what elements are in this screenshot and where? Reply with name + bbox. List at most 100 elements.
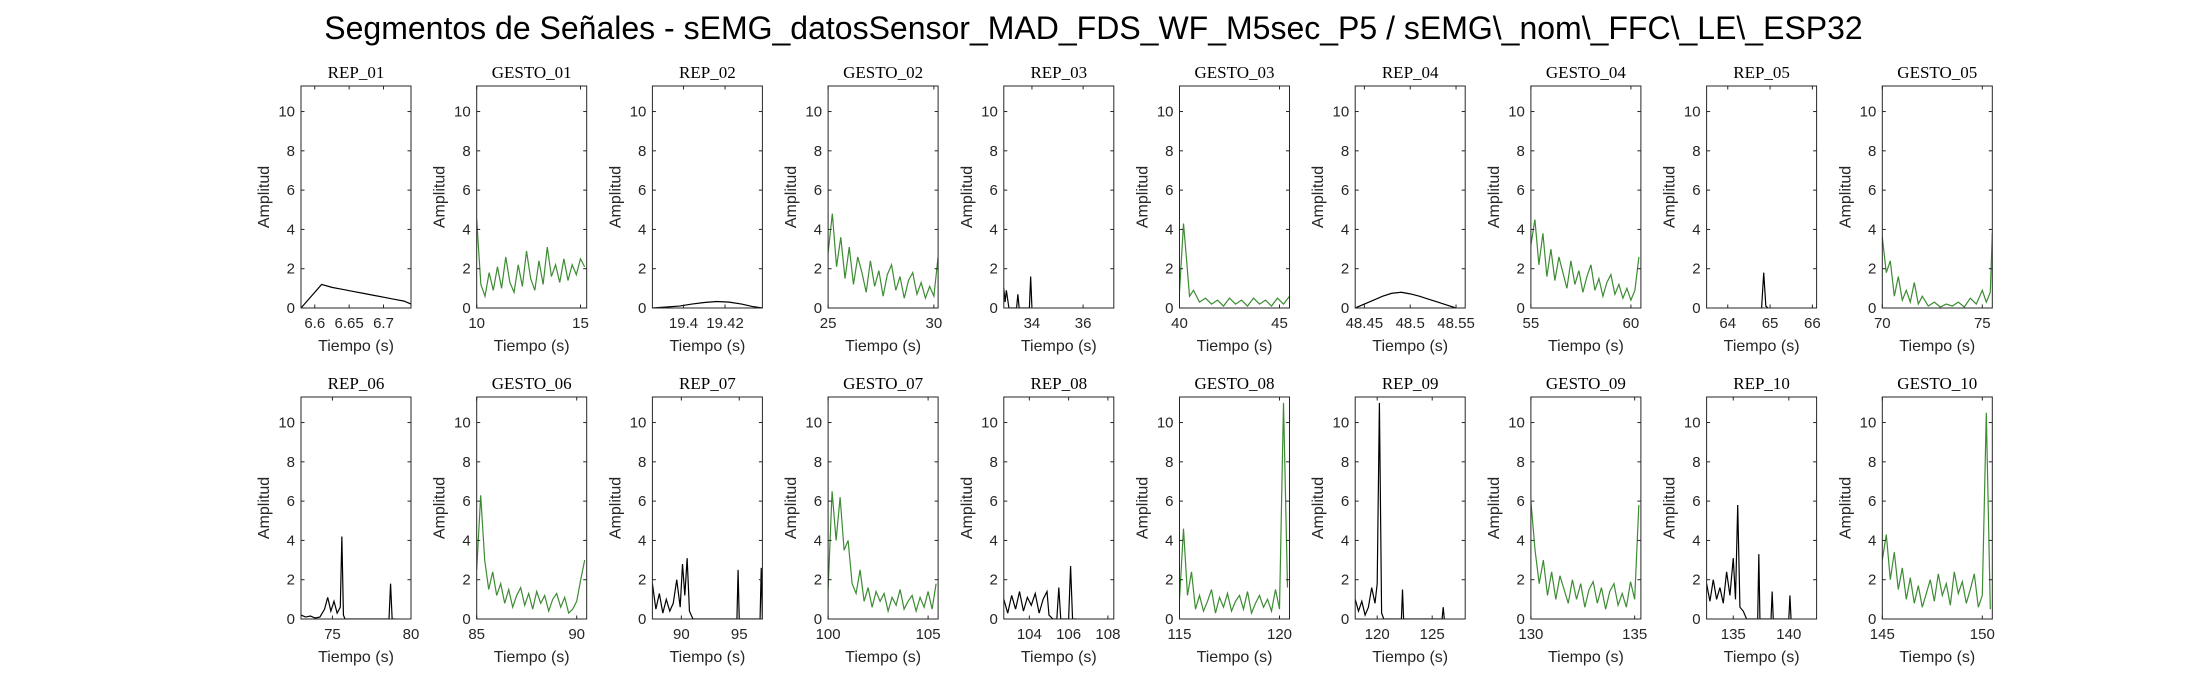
y-axis-label: Amplitud xyxy=(783,477,800,539)
x-axis-label: Tiempo (s) xyxy=(1197,338,1273,355)
axes-box xyxy=(1881,396,1993,620)
y-axis-label: Amplitud xyxy=(1486,477,1503,539)
y-tick-label: 4 xyxy=(638,532,646,549)
axes-box xyxy=(827,85,939,309)
y-tick-label: 0 xyxy=(1165,300,1173,317)
axes-box xyxy=(827,396,939,620)
x-tick-label: 25 xyxy=(820,315,837,332)
subplot-title: GESTO_03 xyxy=(1195,63,1275,82)
y-tick-label: 10 xyxy=(981,415,998,432)
subplot-rep-03: 0 2 4 6 8 10 34 36 REP_03 Tiempo (s) Amplitud xyxy=(959,63,1115,355)
x-axis-label: Tiempo (s) xyxy=(494,338,570,355)
x-axis-label: Tiempo (s) xyxy=(1548,649,1624,666)
axes-box xyxy=(1179,396,1290,620)
subplot-rep-01: 0 2 4 6 8 10 6.6 6.65 6.7 REP_01 Tiempo (s) Amplitu… xyxy=(256,63,412,355)
y-tick-label: 6 xyxy=(1165,182,1173,199)
y-tick-label: 4 xyxy=(814,532,822,549)
y-tick-label: 6 xyxy=(462,182,470,199)
x-tick-label: 36 xyxy=(1075,315,1092,332)
series-line xyxy=(1882,412,1991,610)
y-tick-label: 10 xyxy=(805,415,822,432)
axes-box xyxy=(1530,85,1642,309)
series-line xyxy=(301,536,396,619)
subplot-title: GESTO_02 xyxy=(843,63,923,82)
series-line xyxy=(828,213,939,301)
y-tick-label: 2 xyxy=(814,572,822,589)
x-tick-label: 48.45 xyxy=(1346,315,1384,332)
y-tick-label: 8 xyxy=(462,454,470,471)
subplot-rep-06: 0 2 4 6 8 10 75 80 REP_06 Tiempo (s) Amplitud xyxy=(256,374,419,666)
series-line xyxy=(1179,402,1289,616)
y-tick-label: 8 xyxy=(1692,454,1700,471)
y-axis-label: Amplitud xyxy=(959,477,976,539)
y-tick-label: 6 xyxy=(814,493,822,510)
x-axis-label: Tiempo (s) xyxy=(845,338,921,355)
subplot-title: GESTO_05 xyxy=(1897,63,1977,82)
y-tick-label: 10 xyxy=(1157,104,1174,121)
subplot-title: REP_07 xyxy=(679,374,736,393)
y-tick-label: 2 xyxy=(462,572,470,589)
y-axis-label: Amplitud xyxy=(432,477,449,539)
y-tick-label: 4 xyxy=(1341,221,1349,238)
series-line xyxy=(828,491,937,614)
y-tick-label: 8 xyxy=(1517,454,1525,471)
x-axis-label: Tiempo (s) xyxy=(1724,649,1800,666)
series-line xyxy=(1530,501,1640,610)
y-tick-label: 4 xyxy=(287,532,295,549)
x-tick-label: 19.4 xyxy=(669,315,698,332)
y-tick-label: 0 xyxy=(814,300,822,317)
x-axis-label: Tiempo (s) xyxy=(494,649,570,666)
y-tick-label: 0 xyxy=(1692,300,1700,317)
subplot-title: REP_10 xyxy=(1733,374,1790,393)
y-tick-label: 0 xyxy=(287,300,295,317)
y-tick-label: 10 xyxy=(1157,415,1174,432)
x-axis-label: Tiempo (s) xyxy=(669,338,745,355)
y-axis-label: Amplitud xyxy=(256,166,273,228)
y-tick-label: 8 xyxy=(989,454,997,471)
x-tick-label: 90 xyxy=(568,626,585,643)
subplot-gesto-10: 0 2 4 6 8 10 145 150 GESTO_10 Tiempo (s) Amplitud xyxy=(1837,374,1995,666)
y-tick-label: 8 xyxy=(287,143,295,160)
series-line xyxy=(1882,233,1993,308)
subplot-title: GESTO_06 xyxy=(492,374,572,393)
y-axis-label: Amplitud xyxy=(607,166,624,228)
axes-box xyxy=(1706,396,1818,620)
y-tick-label: 8 xyxy=(814,143,822,160)
x-axis-label: Tiempo (s) xyxy=(1899,649,1975,666)
y-tick-label: 6 xyxy=(1517,182,1525,199)
series-line xyxy=(1179,223,1290,307)
y-tick-label: 8 xyxy=(1868,143,1876,160)
y-tick-label: 4 xyxy=(814,221,822,238)
y-tick-label: 0 xyxy=(814,611,822,628)
x-tick-label: 19.42 xyxy=(706,315,744,332)
y-tick-label: 4 xyxy=(462,532,470,549)
y-tick-label: 2 xyxy=(1868,261,1876,278)
x-axis-label: Tiempo (s) xyxy=(1899,338,1975,355)
y-tick-label: 2 xyxy=(1868,572,1876,589)
subplot-title: REP_01 xyxy=(328,63,385,82)
x-axis-label: Tiempo (s) xyxy=(1548,338,1624,355)
x-tick-label: 90 xyxy=(673,626,690,643)
axes-box xyxy=(300,396,412,620)
subplot-gesto-06: 0 2 4 6 8 10 85 90 GESTO_06 Tiempo (s) Amplitud xyxy=(432,374,588,666)
y-tick-label: 0 xyxy=(989,300,997,317)
y-tick-label: 2 xyxy=(638,261,646,278)
axes-box xyxy=(1706,85,1818,309)
y-tick-label: 4 xyxy=(1692,221,1700,238)
subplot-title: GESTO_07 xyxy=(843,374,923,393)
x-tick-label: 48.55 xyxy=(1437,315,1475,332)
y-tick-label: 6 xyxy=(638,182,646,199)
y-tick-label: 8 xyxy=(814,454,822,471)
y-tick-label: 8 xyxy=(462,143,470,160)
x-tick-label: 140 xyxy=(1776,626,1801,643)
x-tick-label: 150 xyxy=(1970,626,1995,643)
subplot-gesto-03: 0 2 4 6 8 10 40 45 GESTO_03 Tiempo (s) Amplitud xyxy=(1135,63,1290,355)
y-tick-label: 2 xyxy=(1341,572,1349,589)
x-tick-label: 60 xyxy=(1623,315,1640,332)
y-tick-label: 10 xyxy=(805,104,822,121)
y-tick-label: 4 xyxy=(989,532,997,549)
series-line xyxy=(1003,276,1033,308)
x-tick-label: 75 xyxy=(1974,315,1991,332)
y-tick-label: 10 xyxy=(454,104,471,121)
